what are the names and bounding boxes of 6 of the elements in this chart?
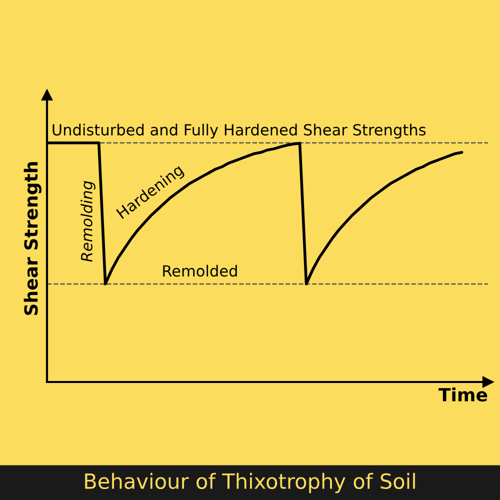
y-axis-title: Shear Strength bbox=[24, 162, 42, 315]
ref-line-label: Remolded bbox=[163, 264, 237, 277]
x-axis-title: Time bbox=[438, 388, 488, 402]
text: Behaviour of Thixotrophy of Soil bbox=[85, 472, 415, 494]
ref-line-label: Undisturbed and Fully Hardened Shear Strengths bbox=[52, 124, 426, 139]
annotation: Remolding bbox=[80, 180, 96, 262]
